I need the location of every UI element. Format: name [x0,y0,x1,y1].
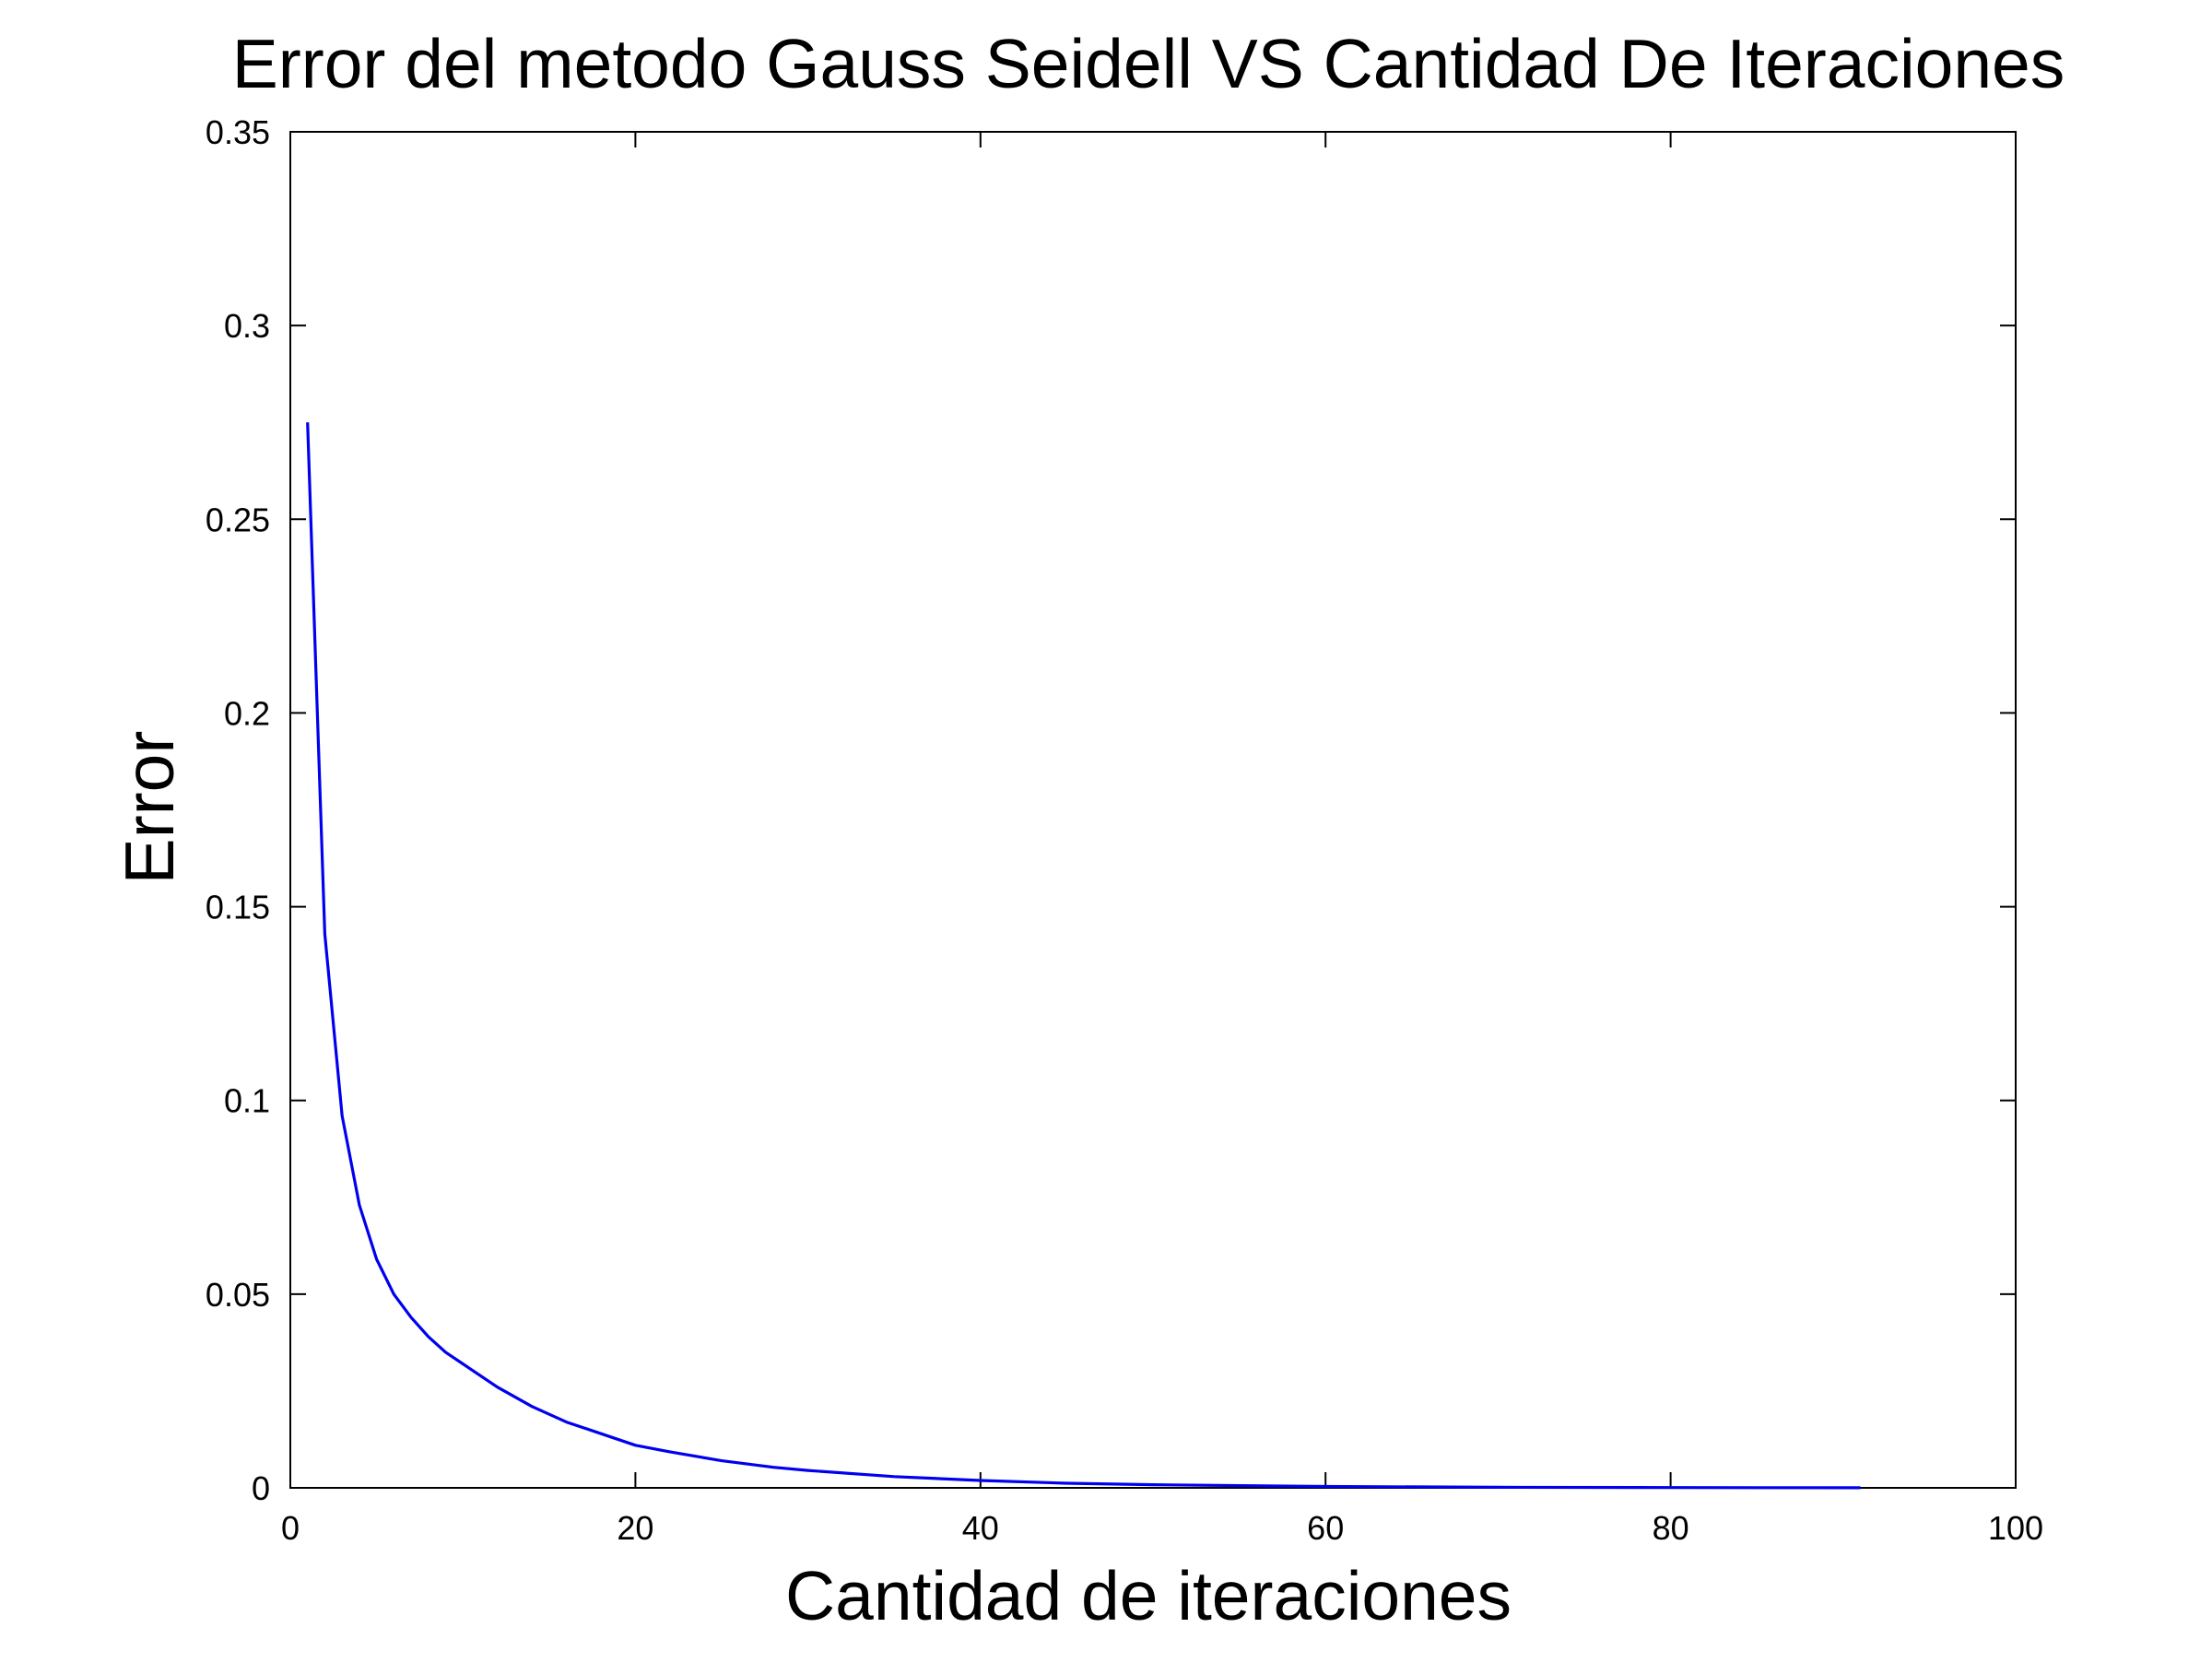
plot-frame [289,131,2017,1489]
y-axis-label: Error [111,731,188,885]
x-tick-label: 20 [617,1509,653,1547]
plot-area: 0 20 40 60 80 100 0 0.05 0.1 0.15 0.2 0.25 0.3 0.35 [206,113,2043,1547]
y-tick-label: 0.25 [206,501,270,538]
y-tick-label: 0.1 [224,1082,270,1120]
y-tick-label: 0.2 [224,694,270,732]
x-tick-labels: 0 20 40 60 80 100 [281,1509,2043,1547]
chart-title: Error del metodo Gauss Seidell VS Cantid… [232,25,2065,102]
x-tick-label: 40 [962,1509,999,1547]
series-line [306,422,1861,1490]
x-tick-label: 0 [281,1509,300,1547]
x-tick-label: 80 [1653,1509,1689,1547]
x-axis-label: Cantidad de iteraciones [785,1557,1512,1634]
y-tick-label: 0.15 [206,889,270,926]
y-tick-label: 0 [252,1469,270,1507]
y-tick-label: 0.3 [224,307,270,345]
x-tick-label: 100 [1988,1509,2043,1547]
axis-ticks [289,131,2017,1489]
x-tick-label: 60 [1307,1509,1344,1547]
y-tick-label: 0.05 [206,1276,270,1314]
y-tick-label: 0.35 [206,113,270,151]
y-tick-labels: 0 0.05 0.1 0.15 0.2 0.25 0.3 0.35 [206,113,270,1507]
